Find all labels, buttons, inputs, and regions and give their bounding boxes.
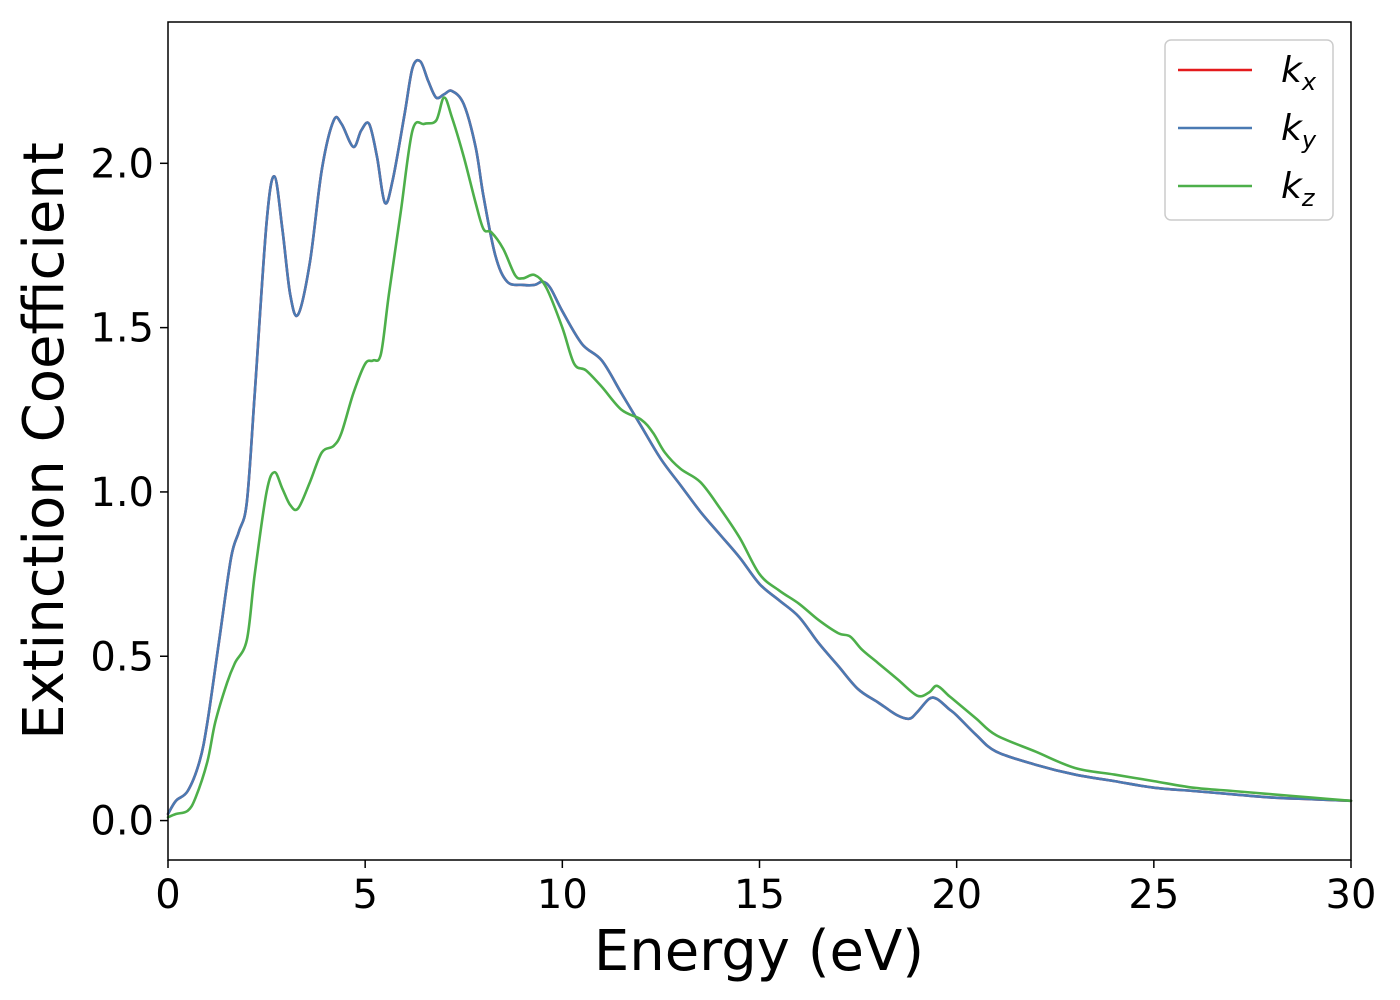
x-tick-label: 5 xyxy=(352,872,377,918)
legend-label-kx: kx xyxy=(1281,50,1317,96)
x-tick-label: 10 xyxy=(537,872,588,918)
series-layer xyxy=(166,58,1353,819)
x-tick-label: 30 xyxy=(1326,872,1377,918)
x-axis-ticks: 0 5 10 15 20 25 30 xyxy=(155,860,1376,918)
legend-box xyxy=(1164,39,1334,221)
series-line-kz xyxy=(166,96,1353,819)
legend-label-ky: ky xyxy=(1281,108,1317,154)
y-tick-label: 1.0 xyxy=(90,470,154,516)
y-tick-label: 1.5 xyxy=(90,306,154,352)
legend: kx ky kz xyxy=(1164,39,1334,221)
x-tick-label: 0 xyxy=(155,872,180,918)
x-tick-label: 15 xyxy=(734,872,785,918)
x-axis-label: Energy (eV) xyxy=(594,919,924,984)
x-tick-label: 20 xyxy=(931,872,982,918)
y-tick-label: 2.0 xyxy=(90,141,154,187)
series-line-ky xyxy=(166,58,1353,816)
y-axis-label: Extinction Coefficient xyxy=(12,142,77,740)
y-axis-ticks: 0.0 0.5 1.0 1.5 2.0 xyxy=(90,141,168,845)
plot-area xyxy=(168,22,1351,860)
y-tick-label: 0.5 xyxy=(90,634,154,680)
legend-label-kz: kz xyxy=(1281,166,1316,212)
y-tick-label: 0.0 xyxy=(90,799,154,845)
x-tick-label: 25 xyxy=(1128,872,1179,918)
